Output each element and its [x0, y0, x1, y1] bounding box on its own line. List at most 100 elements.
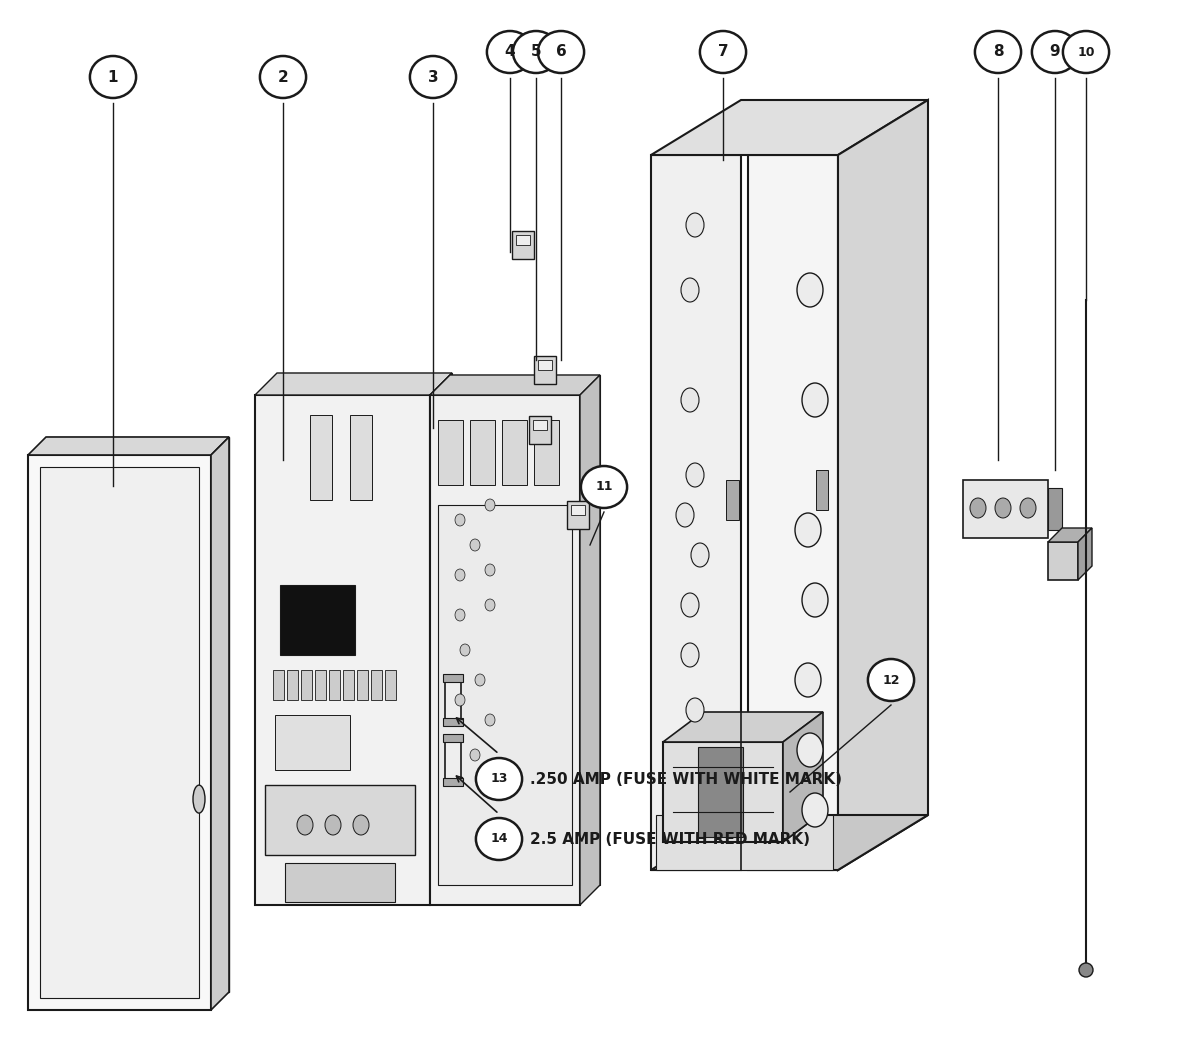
Polygon shape [726, 480, 739, 520]
Polygon shape [286, 863, 395, 903]
Ellipse shape [353, 815, 370, 836]
Ellipse shape [802, 793, 828, 827]
Polygon shape [40, 467, 199, 998]
Polygon shape [385, 670, 396, 700]
Text: 12: 12 [882, 673, 900, 687]
Polygon shape [358, 670, 368, 700]
Ellipse shape [470, 749, 480, 761]
Ellipse shape [802, 583, 828, 617]
Polygon shape [838, 101, 928, 870]
Polygon shape [430, 373, 452, 905]
Ellipse shape [476, 758, 522, 800]
Ellipse shape [686, 463, 704, 487]
Ellipse shape [485, 714, 496, 726]
Polygon shape [656, 815, 833, 870]
Ellipse shape [1032, 31, 1078, 73]
Polygon shape [438, 505, 572, 885]
Polygon shape [287, 670, 298, 700]
Polygon shape [534, 420, 559, 485]
Ellipse shape [455, 609, 466, 621]
Polygon shape [343, 670, 354, 700]
Ellipse shape [797, 273, 823, 307]
Ellipse shape [485, 499, 496, 511]
Polygon shape [274, 670, 284, 700]
Text: 10: 10 [1078, 45, 1094, 59]
Polygon shape [529, 416, 551, 444]
Ellipse shape [455, 514, 466, 526]
Text: 4: 4 [505, 45, 515, 60]
Polygon shape [662, 812, 823, 842]
Text: 7: 7 [718, 45, 728, 60]
Text: .250 AMP (FUSE WITH WHITE MARK): .250 AMP (FUSE WITH WHITE MARK) [530, 772, 842, 786]
Ellipse shape [581, 466, 628, 508]
Ellipse shape [475, 674, 485, 686]
Ellipse shape [682, 593, 698, 617]
Polygon shape [816, 470, 828, 510]
Polygon shape [445, 678, 461, 722]
Polygon shape [580, 375, 600, 905]
Ellipse shape [682, 279, 698, 302]
Polygon shape [310, 415, 332, 500]
Polygon shape [964, 480, 1048, 538]
Polygon shape [265, 785, 415, 855]
Ellipse shape [970, 498, 986, 518]
Polygon shape [211, 437, 229, 1010]
Polygon shape [698, 747, 743, 837]
Polygon shape [784, 712, 823, 842]
Polygon shape [534, 356, 556, 384]
Polygon shape [443, 674, 463, 682]
Text: 5: 5 [530, 45, 541, 60]
Ellipse shape [1020, 498, 1036, 518]
Text: 1: 1 [108, 69, 119, 85]
Polygon shape [256, 395, 430, 905]
Polygon shape [443, 734, 463, 742]
Polygon shape [275, 715, 350, 770]
Ellipse shape [686, 698, 704, 722]
Polygon shape [1048, 488, 1062, 530]
Text: 9: 9 [1050, 45, 1061, 60]
Ellipse shape [193, 785, 205, 814]
Ellipse shape [995, 498, 1010, 518]
Ellipse shape [682, 643, 698, 667]
Polygon shape [650, 815, 928, 870]
Polygon shape [443, 778, 463, 786]
Polygon shape [516, 235, 530, 245]
Polygon shape [256, 373, 452, 395]
Polygon shape [650, 101, 928, 155]
Text: 2.5 AMP (FUSE WITH RED MARK): 2.5 AMP (FUSE WITH RED MARK) [530, 831, 810, 847]
Polygon shape [350, 415, 372, 500]
Ellipse shape [538, 31, 584, 73]
Polygon shape [430, 375, 600, 395]
Polygon shape [371, 670, 382, 700]
Polygon shape [662, 742, 784, 842]
Ellipse shape [1079, 963, 1093, 977]
Text: 3: 3 [427, 69, 438, 85]
Text: 6: 6 [556, 45, 566, 60]
Polygon shape [538, 360, 552, 370]
Polygon shape [571, 505, 586, 515]
Ellipse shape [455, 694, 466, 706]
Ellipse shape [868, 659, 914, 701]
Ellipse shape [485, 564, 496, 576]
Ellipse shape [797, 733, 823, 767]
Ellipse shape [802, 383, 828, 417]
Polygon shape [568, 502, 589, 529]
Polygon shape [1048, 528, 1092, 542]
Polygon shape [1078, 528, 1092, 580]
Ellipse shape [90, 55, 136, 98]
Ellipse shape [325, 815, 341, 836]
Polygon shape [28, 437, 229, 455]
Polygon shape [662, 712, 823, 742]
Polygon shape [512, 231, 534, 259]
Ellipse shape [460, 644, 470, 656]
Polygon shape [46, 437, 229, 992]
Polygon shape [438, 420, 463, 485]
Text: 11: 11 [595, 481, 613, 493]
Text: 14: 14 [491, 832, 508, 846]
Polygon shape [1048, 542, 1078, 580]
Ellipse shape [974, 31, 1021, 73]
Polygon shape [502, 420, 527, 485]
Polygon shape [280, 585, 355, 655]
Ellipse shape [512, 31, 559, 73]
Ellipse shape [260, 55, 306, 98]
